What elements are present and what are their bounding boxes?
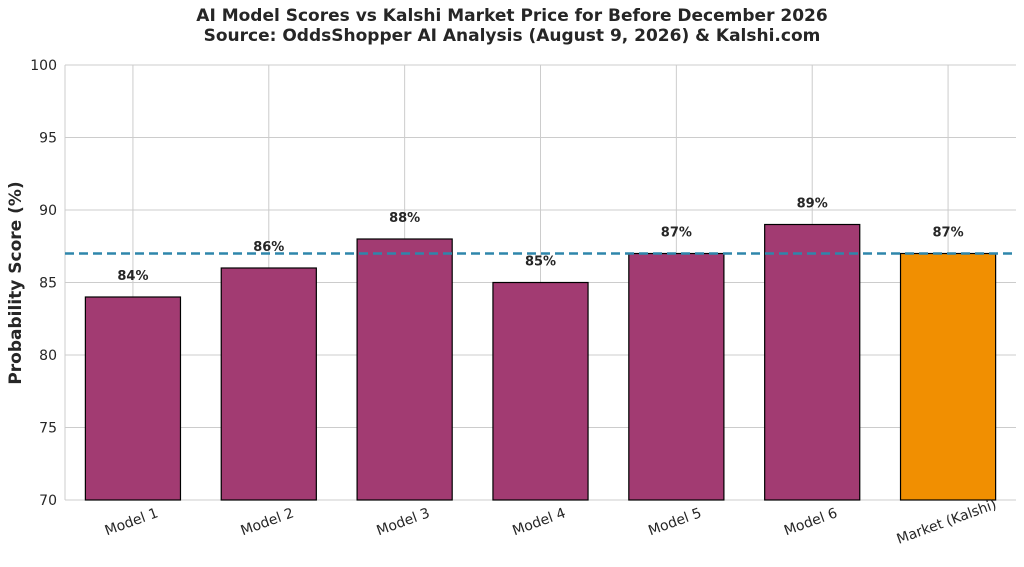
y-tick-label: 85 — [39, 276, 57, 292]
x-tick-label: Model 4 — [510, 505, 568, 539]
y-tick-label: 80 — [39, 348, 57, 364]
y-tick-label: 100 — [30, 58, 57, 74]
x-tick-label: Model 3 — [375, 505, 433, 539]
data-label: 86% — [253, 240, 284, 255]
bar-model-2 — [220, 267, 317, 501]
data-label: 89% — [797, 197, 828, 212]
y-tick-label: 90 — [39, 203, 57, 219]
data-label: 85% — [525, 255, 556, 270]
y-tick-label: 95 — [39, 131, 57, 147]
x-tick-label: Model 6 — [782, 505, 840, 539]
y-axis-label: Probability Score (%) — [6, 181, 26, 384]
data-label: 84% — [117, 269, 148, 284]
chart-title: AI Model Scores vs Kalshi Market Price f… — [196, 6, 828, 26]
data-label: 87% — [661, 226, 692, 241]
chart-subtitle: Source: OddsShopper AI Analysis (August … — [203, 26, 821, 46]
data-label: 88% — [389, 211, 420, 226]
bar-model-3 — [356, 238, 453, 501]
bar-model-1 — [84, 296, 182, 501]
x-tick-label: Market (Kalshi) — [895, 497, 999, 548]
data-label: 87% — [933, 226, 964, 241]
x-tick-label: Model 1 — [103, 505, 161, 539]
y-tick-label: 75 — [39, 421, 57, 437]
data-labels: 84% 86% 88% 85% 87% 89% 87% — [117, 197, 963, 285]
bar-model-6 — [764, 223, 861, 501]
x-tick-label: Model 5 — [646, 505, 704, 539]
bar-market — [899, 252, 997, 501]
x-tick-label: Model 2 — [239, 505, 297, 539]
bars — [84, 223, 997, 501]
bar-model-4 — [492, 281, 589, 501]
y-tick-label: 70 — [39, 493, 57, 509]
bar-model-5 — [628, 252, 725, 501]
